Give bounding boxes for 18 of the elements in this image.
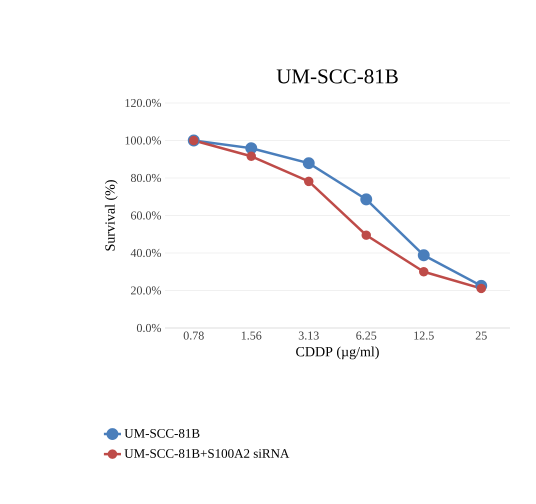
x-tick-label: 1.56 xyxy=(242,332,262,340)
x-tick-label: 3.13 xyxy=(298,332,319,340)
y-tick-label: 20.0% xyxy=(131,286,162,295)
y-tick-label: 100.0% xyxy=(126,136,162,145)
y-tick-label: 40.0% xyxy=(130,248,162,258)
x-tick-label: 6.25 xyxy=(356,332,376,340)
y-tick-label: 80.0% xyxy=(130,174,162,182)
legend-label: UM-SCC-81B xyxy=(124,428,200,438)
chart-title: UM-SCC-81B xyxy=(276,69,398,84)
y-tick-label: 120.0% xyxy=(126,98,162,108)
x-axis-title: CDDP (µg/ml) xyxy=(296,346,379,360)
x-tick-label: 25 xyxy=(476,332,487,340)
x-tick-label: 0.78 xyxy=(184,332,204,340)
y-tick-label: 60.0% xyxy=(130,211,162,220)
x-tick-label: 12.5 xyxy=(414,332,434,340)
y-tick-label: 0.0% xyxy=(136,324,162,332)
y-axis-title: Survival (%) xyxy=(104,180,118,251)
legend-label: UM-SCC-81B+S100A2 siRNA xyxy=(124,449,290,458)
